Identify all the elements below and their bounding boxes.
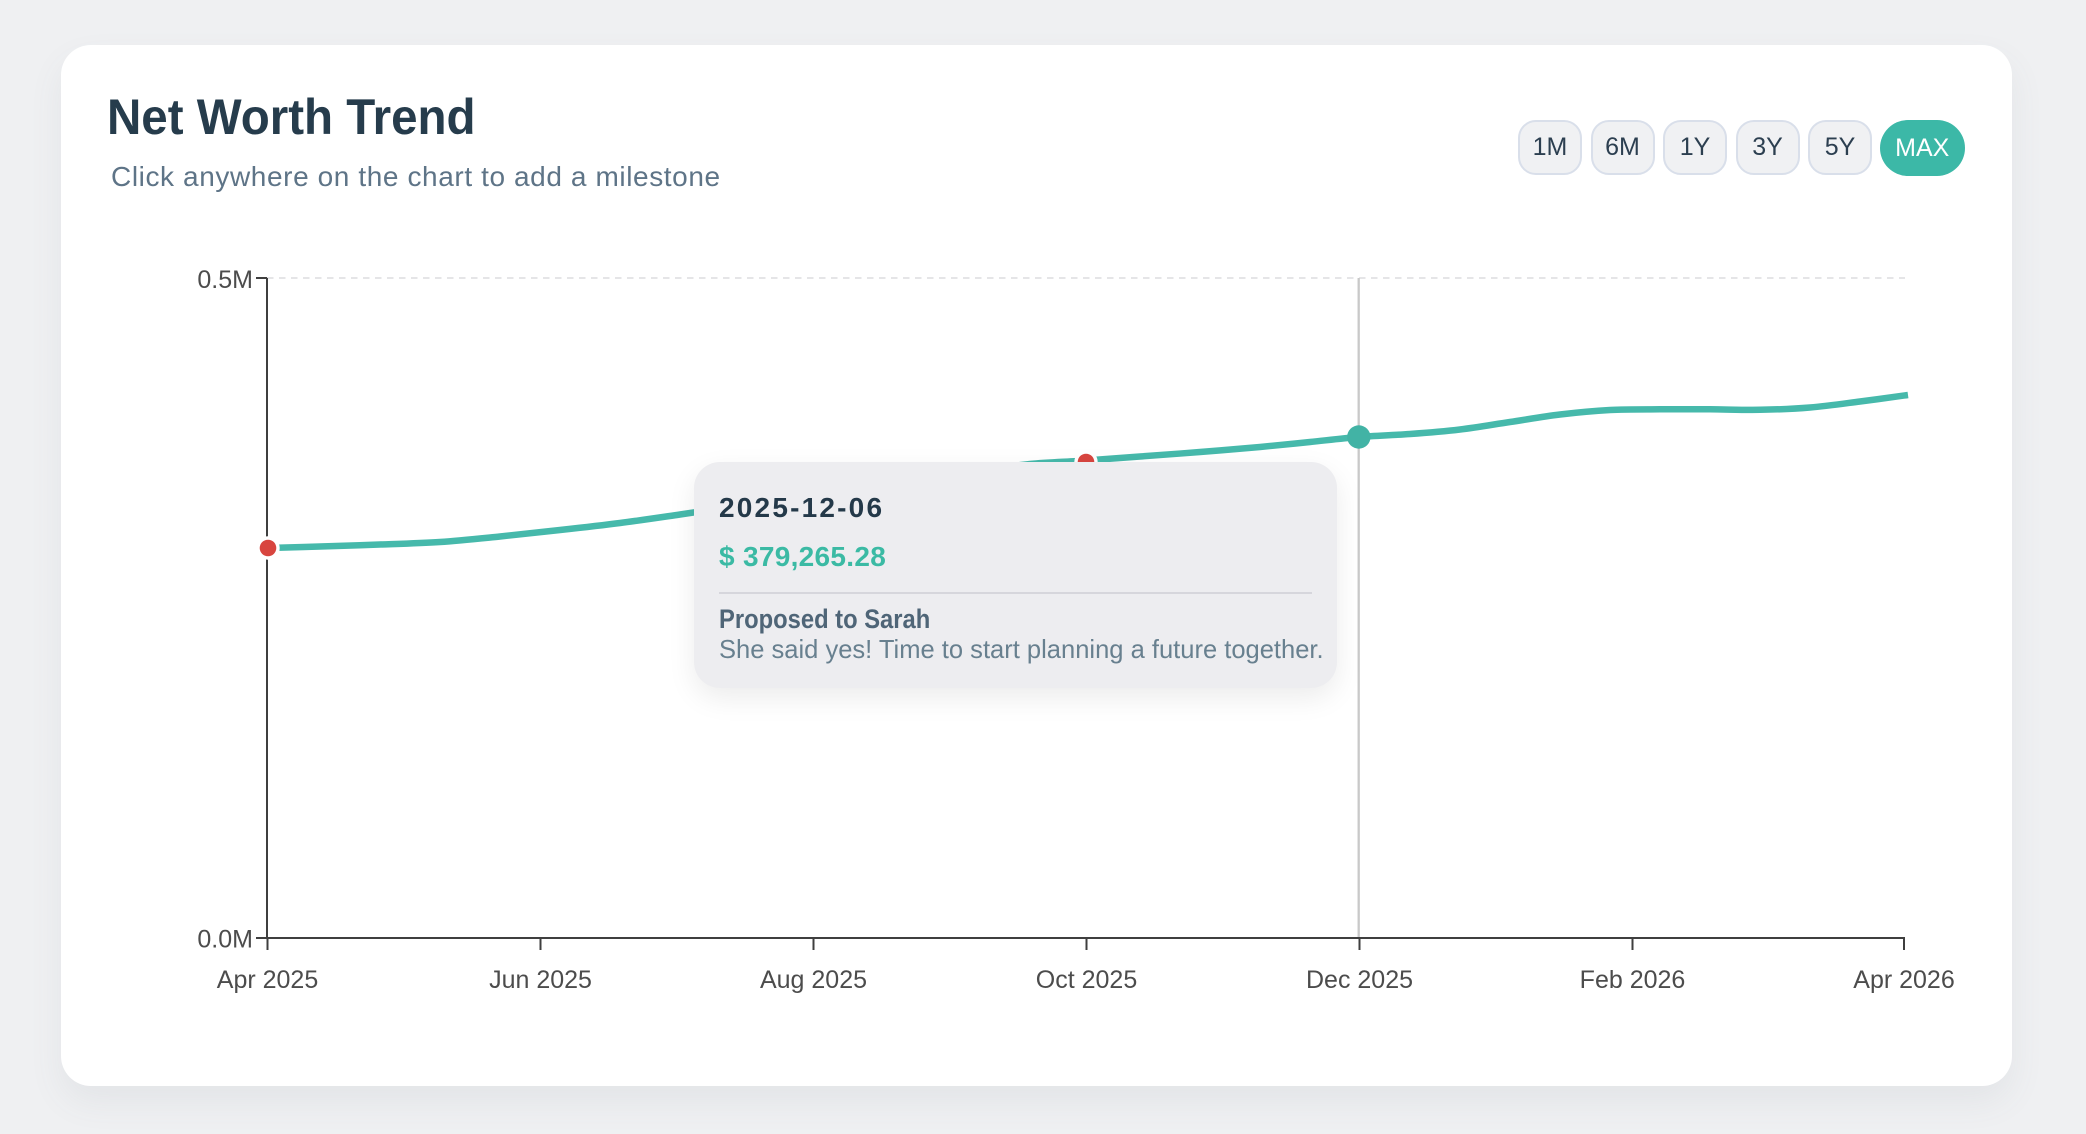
svg-text:0.5M: 0.5M — [197, 266, 253, 294]
svg-text:Aug 2025: Aug 2025 — [760, 966, 867, 994]
svg-text:Jun 2025: Jun 2025 — [489, 966, 592, 994]
svg-text:0.0M: 0.0M — [197, 926, 253, 954]
svg-text:Feb 2026: Feb 2026 — [1580, 966, 1686, 994]
svg-text:Oct 2025: Oct 2025 — [1036, 966, 1137, 994]
svg-text:Dec 2025: Dec 2025 — [1306, 966, 1413, 994]
svg-text:Apr 2025: Apr 2025 — [217, 966, 318, 994]
svg-text:Apr 2026: Apr 2026 — [1853, 966, 1954, 994]
